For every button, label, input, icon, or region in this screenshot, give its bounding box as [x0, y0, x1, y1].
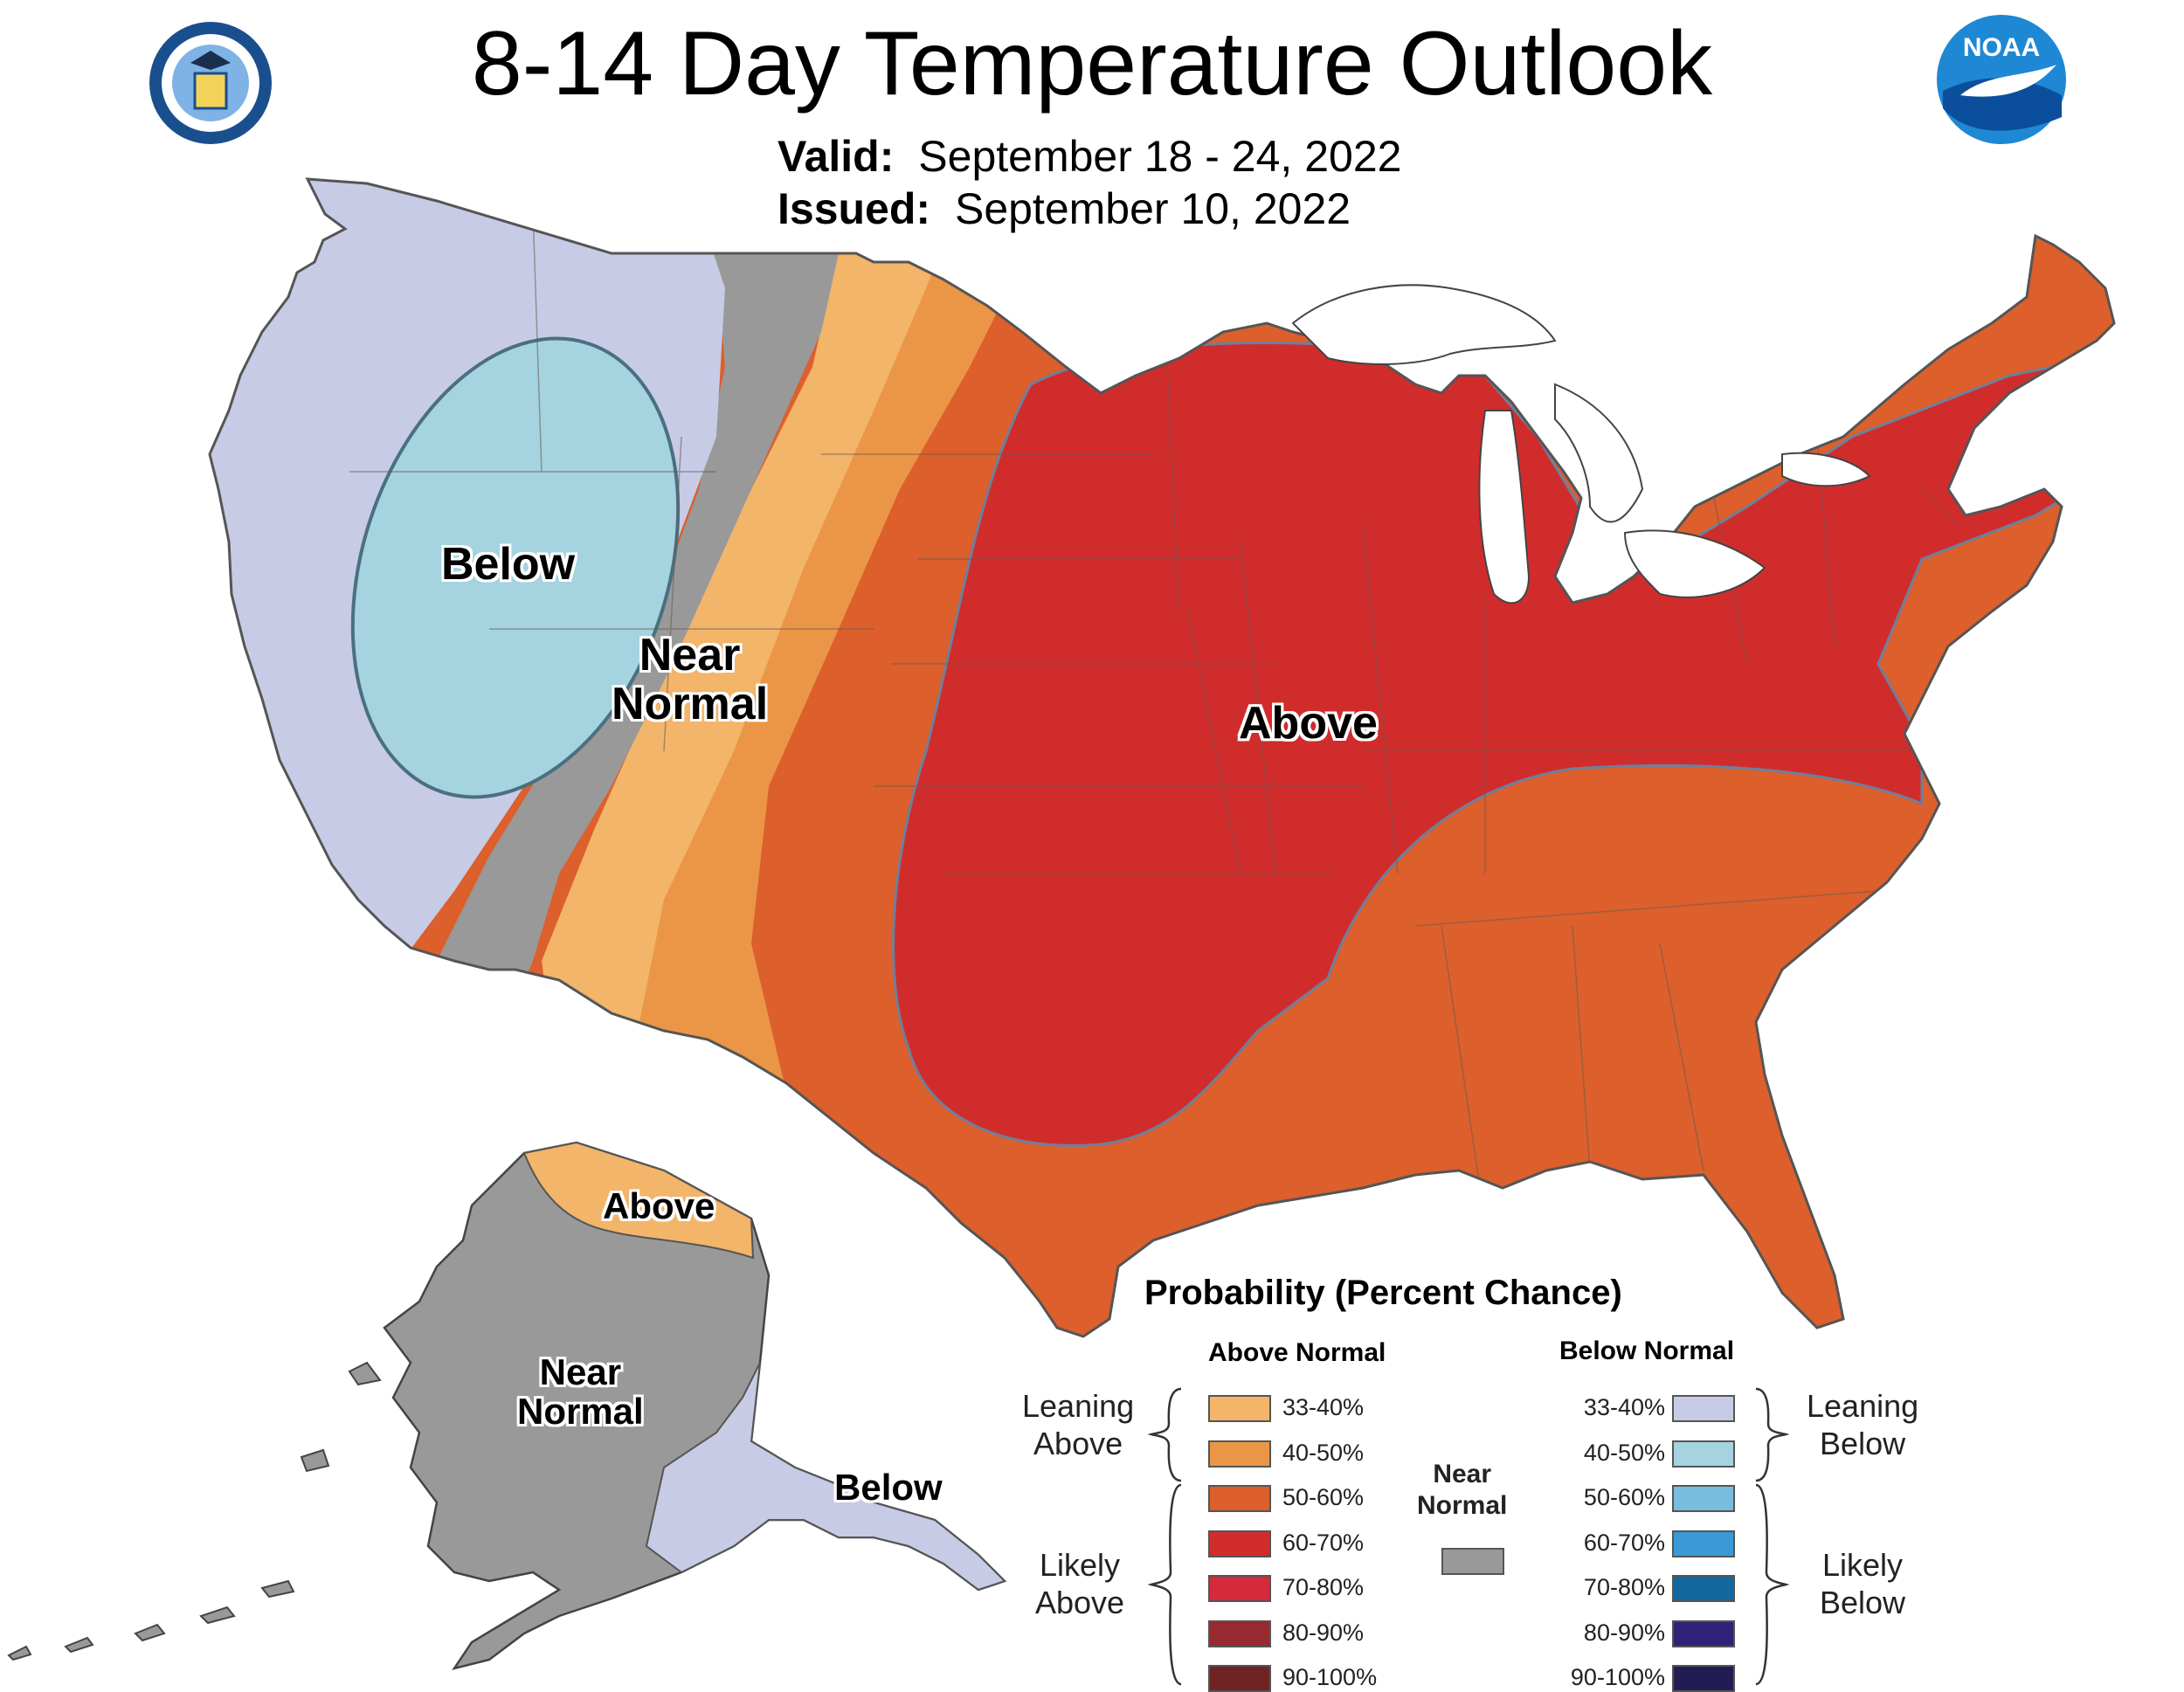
map-label-above: Above	[1239, 698, 1378, 749]
legend-above-swatch	[1208, 1530, 1271, 1557]
legend-below-heading: Below Normal	[1559, 1336, 1735, 1365]
legend-below-range: 40-50%	[1583, 1440, 1665, 1466]
legend-below-range: 70-80%	[1583, 1574, 1665, 1600]
legend-below-swatch	[1672, 1440, 1735, 1468]
legend-below-range: 90-100%	[1570, 1664, 1665, 1690]
legend-likely-above-label: Likely Above	[1035, 1547, 1125, 1621]
legend-title: Probability (Percent Chance)	[1144, 1274, 1622, 1312]
legend-below-range: 80-90%	[1583, 1619, 1665, 1646]
legend-below-swatch	[1672, 1620, 1735, 1647]
legend-above-swatch	[1208, 1575, 1271, 1602]
department-of-commerce-seal-icon	[147, 19, 274, 147]
great-lakes	[1291, 284, 1871, 604]
alaska-leaning-below	[645, 1362, 1006, 1592]
valid-date: Valid: September 18 - 24, 2022	[778, 131, 1401, 182]
legend-near-normal-swatch	[1441, 1548, 1504, 1575]
alaska-label-above: Above	[603, 1185, 715, 1226]
legend-above-swatch	[1208, 1485, 1271, 1512]
legend-leaning-below-label: Leaning Below	[1807, 1388, 1919, 1462]
legend-near-normal-label: Near Normal	[1417, 1460, 1508, 1520]
legend-below-swatch	[1672, 1485, 1735, 1512]
valid-label: Valid:	[778, 132, 895, 181]
issued-value: September 10, 2022	[954, 184, 1351, 233]
legend-above-range: 33-40%	[1282, 1394, 1365, 1420]
legend-below-range: 50-60%	[1583, 1484, 1665, 1510]
legend-above-range: 70-80%	[1282, 1574, 1365, 1600]
legend-above-heading: Above Normal	[1208, 1338, 1386, 1367]
legend-above-range: 90-100%	[1282, 1664, 1378, 1690]
noaa-logo-icon: NOAA	[1934, 12, 2069, 147]
legend-below-swatch	[1672, 1395, 1735, 1422]
legend-below-swatch	[1672, 1530, 1735, 1557]
alaska-leaning-above	[522, 1141, 755, 1260]
conus-leaning-above-33-40	[542, 179, 970, 1092]
legend-above-swatch	[1208, 1440, 1271, 1468]
conus-leaning-below-40-50	[350, 336, 681, 799]
legend-above-range: 40-50%	[1282, 1440, 1365, 1466]
issued-date: Issued: September 10, 2022	[778, 183, 1351, 234]
issued-label: Issued:	[778, 184, 931, 233]
legend-above-range: 50-60%	[1282, 1484, 1365, 1510]
legend-likely-below-label: Likely Below	[1820, 1547, 1906, 1621]
alaska-label-below: Below	[834, 1467, 943, 1508]
legend-below-swatch	[1672, 1575, 1735, 1602]
legend-leaning-above-label: Leaning Above	[1022, 1388, 1135, 1462]
legend-above-swatch	[1208, 1620, 1271, 1647]
page-title: 8-14 Day Temperature Outlook	[471, 13, 1713, 114]
map-label-near-normal: Near Normal	[612, 630, 769, 730]
legend-below-range: 60-70%	[1583, 1530, 1665, 1556]
map-label-below: Below	[441, 539, 576, 590]
conus-near-normal	[384, 179, 856, 1066]
svg-text:NOAA: NOAA	[1963, 33, 2040, 62]
valid-value: September 18 - 24, 2022	[918, 132, 1402, 181]
legend-above-range: 60-70%	[1282, 1530, 1365, 1556]
legend-above-swatch	[1208, 1395, 1271, 1422]
legend-below-range: 33-40%	[1583, 1394, 1665, 1420]
alaska-outlook	[7, 1141, 1007, 1670]
alaska-label-near-normal: Near Normal	[517, 1351, 644, 1433]
legend-above-range: 80-90%	[1282, 1619, 1365, 1646]
